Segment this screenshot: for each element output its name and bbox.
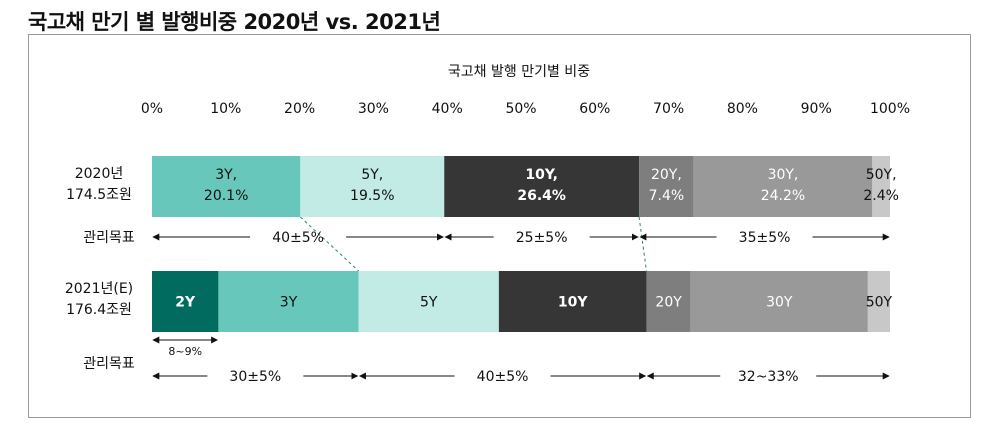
connector-line [638,216,647,272]
row-label: 2021년(E) [65,281,133,297]
x-tick-label: 50% [505,101,536,117]
chart: 국고채 발행 만기별 비중 0% 10% 20% 30% 40% 50% 60% 70% 80%… [65,64,910,385]
x-tick-label: 30% [358,101,389,117]
target-2020-range-label: 25±5% [516,230,568,246]
bar-segment [152,156,301,217]
bar-segment [498,271,647,332]
target-2021-label: 관리목표 [83,356,135,372]
segment-label: 30Y [766,295,793,311]
target-2020-label: 관리목표 [83,230,135,246]
segment-label: 10Y, [525,167,558,183]
segment-value-label: 19.5% [350,188,394,204]
x-tick-label: 60% [579,101,610,117]
target-2021-short-range-label: 8~9% [168,345,202,358]
bar-segment [646,271,691,332]
target-2021-range-label: 40±5% [477,369,529,385]
bar-segment [867,271,890,332]
row-label: 176.4조원 [66,302,132,318]
bar-segment [358,271,499,332]
x-tick-label: 100% [870,101,910,117]
row-label: 2020년 [75,166,124,182]
target-2021-range-label: 32~33% [738,369,799,385]
segment-value-label: 26.4% [517,188,566,204]
x-tick-label: 80% [727,101,758,117]
x-tick-label: 10% [210,101,241,117]
bar-segment [218,271,359,332]
segment-label: 10Y [558,295,588,311]
bar-segment [300,156,445,217]
chart-frame: 국고채 발행 만기별 비중 0% 10% 20% 30% 40% 50% 60% 70% 80%… [28,34,971,418]
segment-label: 30Y, [768,167,799,183]
segment-label: 20Y, [651,167,682,183]
segment-label: 5Y [420,295,438,311]
x-tick-label: 70% [653,101,684,117]
segment-label: 50Y, [866,167,897,183]
segment-value-label: 20.1% [204,188,248,204]
bar-segment [872,156,890,217]
segment-value-label: 7.4% [649,188,685,204]
segment-label: 5Y, [361,167,383,183]
bar-segment [639,156,694,217]
segment-label: 20Y [655,295,682,311]
bar-segment [693,156,873,217]
segment-label: 3Y [280,295,298,311]
bars: 3Y, 20.1% 5Y, 19.5% 10Y, 26.4% 20Y, 7.4% 30Y, 24.… [152,156,899,332]
x-axis-ticks: 0% 10% 20% 30% 40% 50% 60% 70% 80% 90% 100% [141,101,910,117]
segment-label: 2Y [175,295,196,311]
connector-line [299,216,359,272]
chart-title: 국고채 발행 만기별 비중 [448,64,590,80]
bar-segment [444,156,640,217]
x-tick-label: 40% [432,101,463,117]
x-tick-label: 90% [801,101,832,117]
bar-segment [152,271,219,332]
target-2021-range-label: 30±5% [229,369,281,385]
target-2020-range-label: 35±5% [739,230,791,246]
page-title: 국고채 만기 별 발행비중 2020년 vs. 2021년 [28,10,441,34]
segment-label: 50Y [866,295,893,311]
connectors [299,216,647,272]
bar-segment [690,271,868,332]
segment-value-label: 24.2% [761,188,805,204]
target-ranges: 관리목표 40±5% 25±5% 35±5% 관리목표 8~9% 30±5% 40±5% 32~… [83,230,890,385]
x-tick-label: 0% [141,101,163,117]
segment-label: 3Y, [215,167,237,183]
segment-value-label: 2.4% [863,188,899,204]
row-labels: 2020년 174.5조원 2021년(E) 176.4조원 [65,166,133,318]
x-tick-label: 20% [284,101,315,117]
row-label: 174.5조원 [66,187,132,203]
target-2020-range-label: 40±5% [272,230,324,246]
